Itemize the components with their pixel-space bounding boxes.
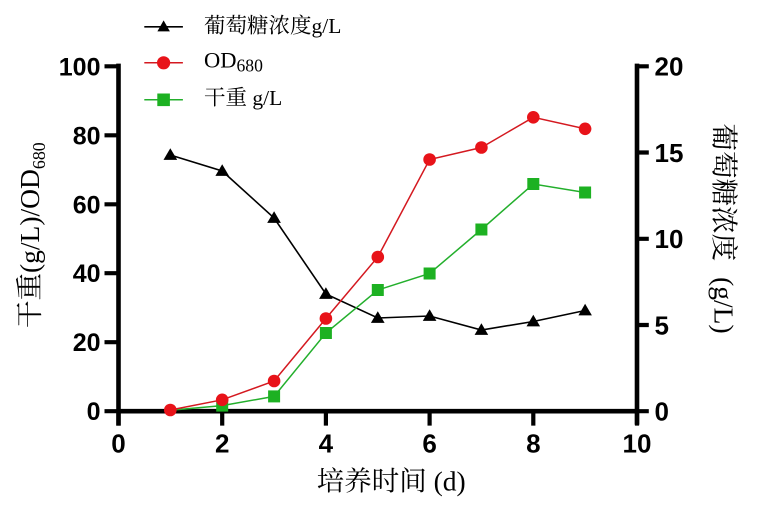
svg-text:(d): (d) <box>434 465 466 496</box>
svg-text:40: 40 <box>73 260 101 288</box>
svg-text:(g/L): (g/L) <box>709 277 740 334</box>
svg-text:20: 20 <box>73 329 101 357</box>
svg-text:6: 6 <box>422 429 436 459</box>
svg-text:4: 4 <box>319 429 334 459</box>
svg-text:60: 60 <box>73 191 101 219</box>
svg-text:15: 15 <box>655 138 684 168</box>
svg-text:(g/L)/OD680: (g/L)/OD680 <box>14 142 49 273</box>
svg-text:10: 10 <box>655 224 684 254</box>
svg-text:100: 100 <box>59 53 101 81</box>
svg-text:80: 80 <box>73 122 101 150</box>
svg-text:10: 10 <box>623 429 652 459</box>
svg-text:8: 8 <box>526 429 540 459</box>
svg-text:0: 0 <box>111 429 125 459</box>
svg-text:2: 2 <box>215 429 229 459</box>
svg-text:20: 20 <box>655 52 684 82</box>
svg-text:g/L: g/L <box>252 86 282 110</box>
svg-text:0: 0 <box>655 397 669 427</box>
svg-text:5: 5 <box>655 310 669 340</box>
svg-text:0: 0 <box>87 398 101 426</box>
svg-text:g/L: g/L <box>312 14 342 38</box>
